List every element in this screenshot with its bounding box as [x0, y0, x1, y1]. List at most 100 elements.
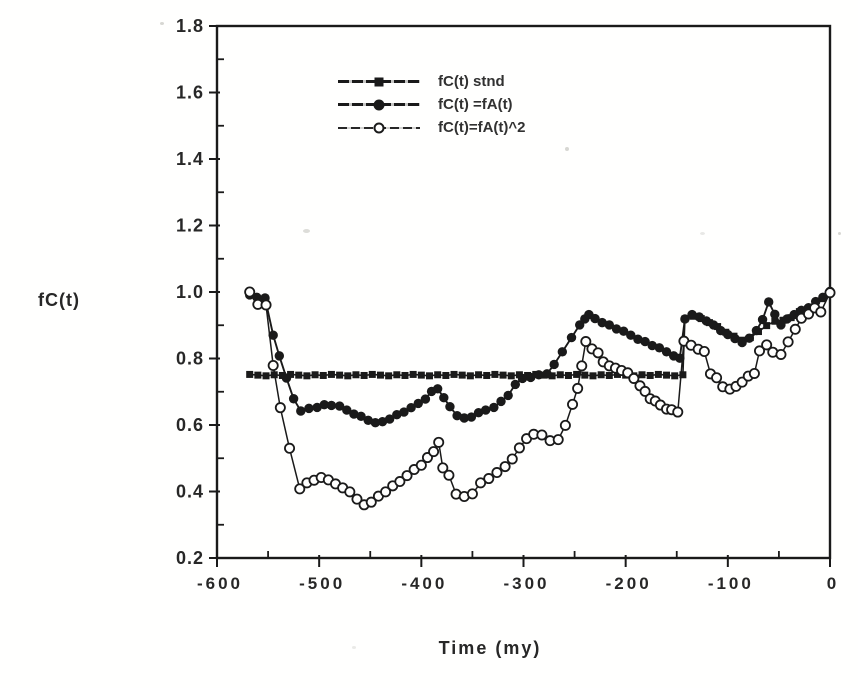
y-axis-label: fC(t)	[38, 290, 80, 310]
data-point-square	[295, 371, 303, 379]
data-point-open-circle	[491, 467, 503, 479]
legend-item-fa: fC(t) =fA(t)	[338, 93, 578, 116]
data-point-filled-circle	[503, 390, 513, 401]
y-tick-label: 0.6	[176, 415, 204, 435]
data-point-square	[597, 371, 605, 379]
data-point-filled-circle	[782, 314, 792, 324]
data-point-open-circle	[344, 486, 356, 498]
data-point-filled-circle	[392, 409, 402, 420]
data-point-filled-circle	[413, 398, 423, 409]
data-point-open-circle	[260, 299, 272, 311]
data-point-open-circle	[698, 345, 710, 357]
data-point-filled-circle	[370, 417, 381, 428]
data-point-square	[278, 371, 286, 379]
x-tick-label: -200	[606, 574, 652, 593]
data-point-open-circle	[782, 336, 794, 348]
open-circle-marker-icon	[373, 122, 385, 133]
data-point-square	[352, 371, 360, 379]
scan-speck	[352, 646, 356, 649]
data-point-open-circle	[394, 476, 406, 488]
data-point-open-circle	[499, 461, 511, 473]
data-point-square	[442, 371, 450, 379]
data-point-open-circle	[466, 488, 478, 500]
data-point-filled-circle	[304, 403, 314, 414]
data-point-filled-circle	[439, 393, 449, 403]
data-point-square	[327, 370, 335, 378]
data-point-filled-circle	[489, 402, 499, 413]
data-point-filled-circle	[604, 320, 615, 330]
data-point-square	[556, 371, 564, 379]
data-point-open-circle	[475, 477, 487, 489]
data-point-filled-circle	[723, 329, 733, 340]
scan-speck	[838, 232, 841, 235]
data-point-open-circle	[789, 323, 801, 335]
legend-item-fa2: fC(t)=fA(t)^2	[338, 116, 578, 139]
x-tick-label: -100	[708, 574, 754, 593]
series-line-2	[249, 291, 831, 506]
data-point-square	[679, 371, 687, 379]
data-point-filled-circle	[384, 414, 395, 424]
series-line-0	[249, 292, 831, 377]
data-point-square	[581, 371, 589, 379]
y-tick-label: 0.8	[176, 349, 204, 369]
data-point-open-circle	[754, 345, 766, 357]
legend-swatch-fa2	[338, 121, 420, 134]
legend-label: fC(t) =fA(t)	[438, 96, 513, 113]
data-point-open-circle	[592, 347, 604, 359]
data-point-filled-circle	[737, 337, 747, 348]
data-point-square	[426, 372, 434, 380]
y-tick-label: 1.8	[176, 16, 204, 36]
x-tick-label: -400	[401, 574, 447, 593]
data-point-open-circle	[572, 382, 584, 394]
data-point-square	[450, 370, 458, 378]
chart-legend: fC(t) stnd fC(t) =fA(t) fC(t)=fA(t)^2	[338, 70, 578, 139]
data-point-filled-circle	[312, 402, 322, 413]
data-point-filled-circle	[517, 373, 528, 384]
data-point-filled-circle	[473, 407, 484, 418]
data-point-square	[311, 371, 319, 379]
data-point-open-circle	[244, 286, 256, 298]
data-point-open-circle	[437, 462, 449, 474]
data-point-filled-circle	[764, 297, 774, 307]
data-point-open-circle	[428, 446, 440, 458]
data-point-open-circle	[672, 406, 684, 418]
data-point-square	[499, 371, 507, 379]
data-point-filled-circle	[687, 309, 697, 320]
data-point-filled-circle	[730, 333, 740, 344]
data-point-filled-circle	[626, 330, 636, 340]
data-point-filled-circle	[757, 314, 768, 325]
data-point-square	[319, 371, 327, 379]
data-point-filled-circle	[510, 379, 521, 390]
data-point-open-circle	[580, 336, 592, 348]
data-point-square	[548, 372, 556, 380]
data-point-filled-circle	[349, 409, 359, 419]
scan-speck	[565, 147, 569, 151]
data-point-square	[671, 372, 679, 380]
data-point-filled-circle	[566, 332, 577, 343]
y-tick-label: 1.4	[176, 149, 204, 169]
data-point-open-circle	[267, 359, 279, 371]
legend-label: fC(t) stnd	[438, 73, 505, 90]
legend-swatch-fa	[338, 98, 420, 111]
data-point-filled-circle	[751, 325, 762, 336]
data-point-filled-circle	[420, 394, 431, 404]
data-point-filled-circle	[647, 340, 657, 351]
data-point-filled-circle	[342, 405, 352, 415]
data-point-square	[483, 371, 491, 379]
data-point-filled-circle	[534, 370, 544, 380]
data-point-square	[613, 370, 621, 378]
data-point-open-circle	[628, 372, 640, 384]
data-point-filled-circle	[452, 411, 462, 421]
data-point-square	[246, 370, 254, 378]
data-point-filled-circle	[334, 401, 345, 411]
y-tick-label: 0.4	[176, 482, 204, 502]
data-point-open-circle	[567, 398, 579, 410]
data-point-square	[475, 371, 483, 379]
filled-square-marker-icon	[374, 77, 384, 86]
data-point-square	[287, 370, 295, 378]
data-point-filled-circle	[363, 415, 373, 426]
data-point-filled-circle	[549, 359, 559, 370]
data-point-filled-circle	[432, 384, 443, 394]
data-point-square	[303, 372, 311, 380]
